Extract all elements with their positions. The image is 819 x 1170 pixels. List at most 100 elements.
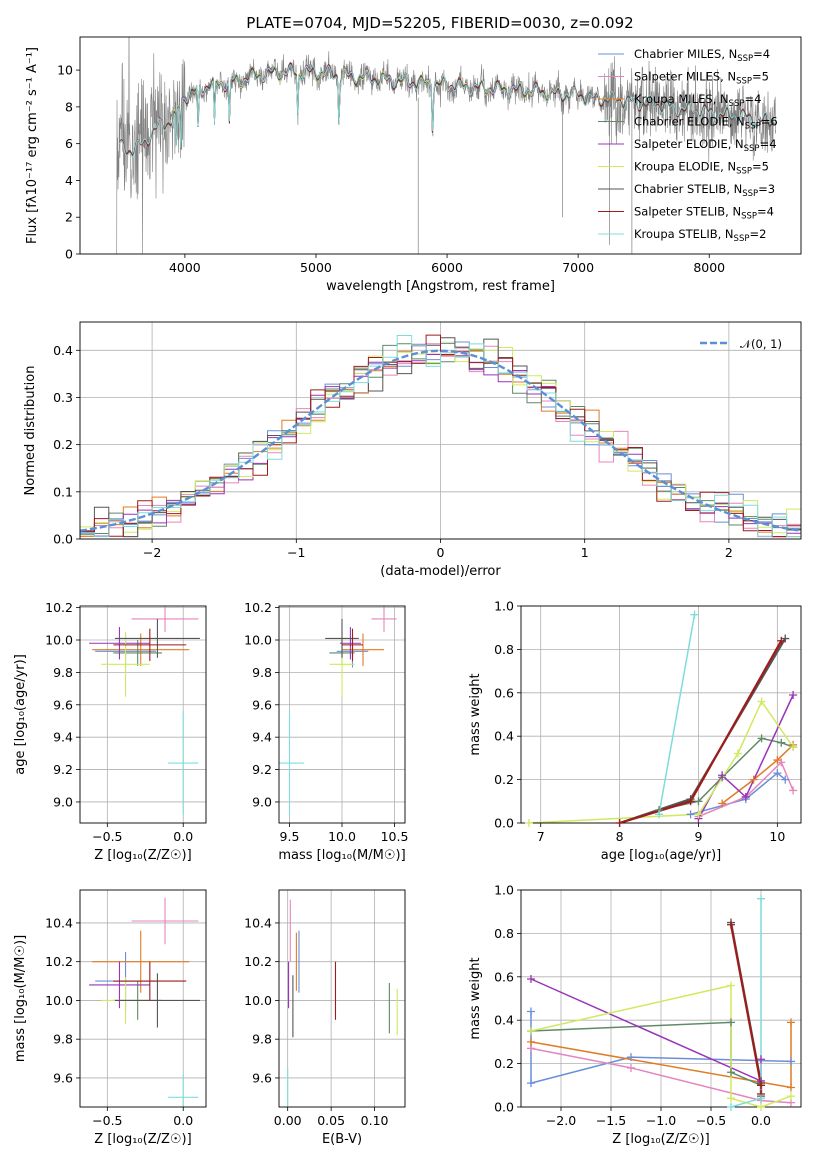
weight-marker-salpeter-elodie — [789, 690, 798, 699]
y-axis-label: Flux [fλ10⁻¹⁷ erg cm⁻² s⁻¹ A⁻¹] — [25, 47, 40, 244]
axes-frame — [79, 889, 207, 1108]
weight-marker-salpeter-elodie — [741, 792, 750, 801]
axes-frame — [278, 605, 406, 824]
y-tick-label: 9.0 — [53, 794, 73, 809]
x-tick-label: 9 — [694, 829, 702, 844]
x-axis-label: Z [log₁₀(Z/Z☉)] — [612, 1132, 709, 1147]
y-axis-label: age [log₁₀(age/yr)] — [13, 654, 28, 775]
axes-z-age: −0.5 0.0 9.0 9.2 9.4 9.6 9.8 10.0 10.2 Z [log₁₀(Z… — [13, 600, 207, 863]
x-tick-label: 6000 — [431, 260, 463, 275]
weight-line-kroupa-stelib — [658, 614, 696, 815]
weight-marker-kroupa-stelib — [757, 1094, 765, 1103]
x-axis-label: E(B-V) — [322, 1132, 362, 1147]
weight-marker-kroupa-elodie — [524, 819, 533, 827]
y-tick-label: 10.0 — [45, 633, 73, 648]
weight-line-chabrier-miles — [690, 772, 786, 816]
histogram-kroupa-stelib — [80, 335, 801, 538]
y-tick-label: 0.3 — [53, 390, 73, 405]
y-tick-label: 4 — [65, 173, 73, 188]
weight-marker-kroupa-miles — [773, 756, 782, 765]
weight-marker-kroupa-miles — [787, 1018, 795, 1027]
y-axis-label: mass [log₁₀(M/M☉)] — [13, 935, 28, 1062]
y-tick-label: 10.4 — [244, 915, 272, 930]
x-tick-label: −1.0 — [646, 1113, 676, 1128]
y-tick-label: 10.2 — [244, 600, 272, 615]
y-tick-label: 10.2 — [45, 954, 73, 969]
weight-marker-kroupa-elodie — [527, 1027, 535, 1036]
y-axis-label: mass weight — [468, 673, 483, 755]
axes-frame — [520, 605, 802, 824]
weight-marker-chabrier-miles — [527, 1079, 535, 1088]
weight-marker-chabrier-miles — [773, 769, 782, 778]
weight-marker-chabrier-elodie — [727, 1018, 735, 1027]
weight-marker-kroupa-elodie — [727, 981, 735, 990]
weight-marker-kroupa-stelib — [727, 1103, 735, 1111]
x-tick-label: 7000 — [562, 260, 594, 275]
x-tick-label: −1 — [287, 545, 305, 560]
y-tick-label: 9.6 — [252, 697, 272, 712]
legend-entry: Chabrier MILES, NSSP=4 — [634, 47, 770, 64]
weight-marker-kroupa-stelib — [690, 610, 699, 619]
weight-marker-kroupa-elodie — [787, 1092, 795, 1101]
weight-marker-salpeter-elodie — [718, 771, 727, 780]
legend-entry: Chabrier STELIB, NSSP=3 — [634, 182, 775, 199]
plot-area-mass-age — [279, 606, 397, 815]
x-tick-label: −2.0 — [546, 1113, 576, 1128]
weight-marker-chabrier-miles — [787, 1057, 795, 1066]
y-tick-label: 0.4 — [53, 343, 73, 358]
axes-spectrum: 4000 5000 6000 7000 8000 0 2 4 6 8 10 wavelength [A… — [25, 36, 802, 294]
x-tick-label: −0.5 — [92, 1113, 122, 1128]
legend-entry: Salpeter STELIB, NSSP=4 — [634, 205, 774, 222]
weight-marker-kroupa-miles — [527, 1037, 535, 1046]
weight-marker-kroupa-miles — [749, 775, 758, 784]
plot-area-ebv-mass — [287, 899, 398, 1107]
axes-frame — [278, 889, 406, 1108]
y-tick-label: 0.8 — [494, 642, 514, 657]
y-tick-label: 0.8 — [494, 926, 514, 941]
legend-entry: Kroupa ELODIE, NSSP=5 — [634, 160, 769, 177]
y-tick-label: 10.0 — [244, 633, 272, 648]
y-tick-label: 0.0 — [53, 532, 73, 547]
y-tick-label: 10.2 — [45, 600, 73, 615]
plot-area-z-mass — [89, 897, 200, 1107]
legend-entry: Chabrier ELODIE, NSSP=6 — [634, 115, 778, 132]
y-tick-label: 8 — [65, 99, 73, 114]
y-tick-label: 9.4 — [252, 730, 272, 745]
x-tick-label: 5000 — [300, 260, 332, 275]
weight-marker-salpeter-miles — [789, 786, 798, 795]
spectrum-title: PLATE=0704, MJD=52205, FIBERID=0030, z=0… — [246, 14, 633, 32]
y-tick-label: 0.2 — [494, 1056, 514, 1071]
x-tick-label: 0.0 — [751, 1113, 771, 1128]
legend-entry: Salpeter ELODIE, NSSP=4 — [634, 137, 777, 154]
y-tick-label: 10 — [57, 63, 73, 78]
weight-marker-salpeter-elodie — [757, 1055, 765, 1064]
x-axis-label: Z [log₁₀(Z/Z☉)] — [94, 1132, 191, 1147]
x-axis-label: Z [log₁₀(Z/Z☉)] — [94, 848, 191, 863]
axes-age-weight: 7 8 9 10 0.0 0.2 0.4 0.6 0.8 1.0 age [log₁₀(age/yr… — [468, 599, 802, 863]
y-tick-label: 9.8 — [53, 1032, 73, 1047]
y-tick-label: 0.6 — [494, 685, 514, 700]
y-tick-label: 1.0 — [494, 599, 514, 614]
y-tick-label: 0.0 — [494, 1100, 514, 1115]
weight-marker-kroupa-stelib — [655, 810, 664, 819]
x-tick-label: 9.5 — [280, 829, 300, 844]
weight-marker-salpeter-stelib — [777, 636, 786, 645]
y-axis-label: Normed distribution — [23, 366, 38, 496]
plot-area-spectrum — [116, 37, 777, 254]
x-tick-label: 0.05 — [317, 1113, 345, 1128]
x-tick-label: 10.0 — [328, 829, 356, 844]
legend-entry: Kroupa STELIB, NSSP=2 — [634, 227, 766, 244]
weight-marker-kroupa-elodie — [694, 810, 703, 819]
y-tick-label: 0.4 — [494, 729, 514, 744]
y-tick-label: 0.1 — [53, 484, 73, 499]
axes-frame — [79, 605, 207, 824]
x-tick-label: −1.5 — [596, 1113, 626, 1128]
plot-area-z-age — [89, 606, 200, 815]
weight-marker-chabrier-elodie — [777, 738, 786, 747]
plot-area-residuals — [80, 334, 801, 538]
weight-marker-chabrier-miles — [686, 810, 695, 819]
x-tick-label: 1 — [581, 545, 589, 560]
x-tick-label: 4000 — [169, 260, 201, 275]
x-tick-label: 0.0 — [173, 1113, 193, 1128]
